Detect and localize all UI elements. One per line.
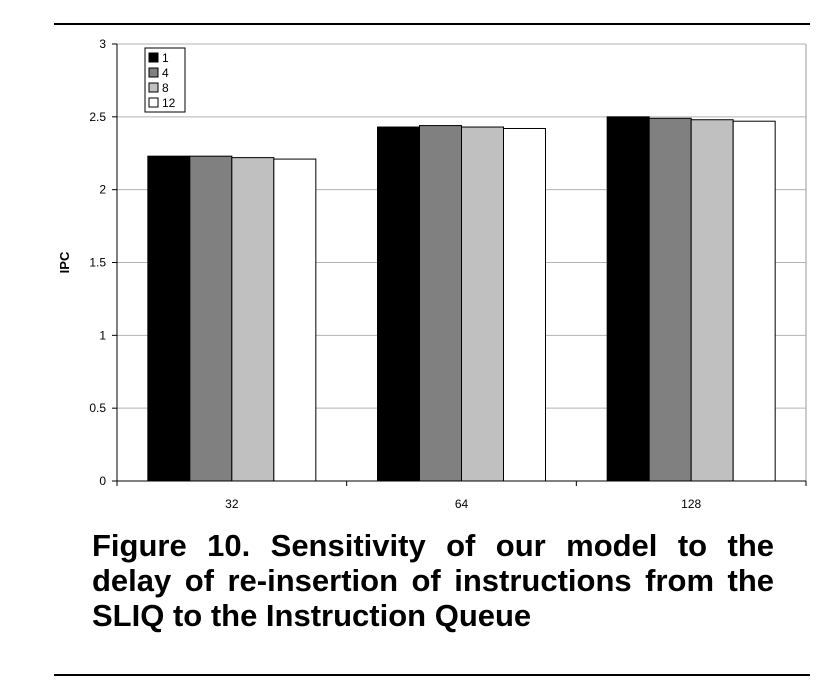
bar [231, 157, 275, 482]
x-tick-label: 32 [225, 497, 239, 511]
y-tick-label: 3 [99, 37, 106, 51]
axes: 0 0.5 1 1.5 2 2.5 3 IPC 32 64 128 [57, 37, 807, 511]
bar [503, 127, 546, 482]
bottom-rule [54, 674, 810, 676]
bar [690, 119, 734, 482]
bar [377, 126, 420, 482]
y-tick-label: 1.5 [89, 256, 106, 270]
x-tick-label: 64 [455, 497, 469, 511]
legend-label: 1 [162, 51, 169, 65]
x-tick-label: 128 [681, 497, 701, 511]
bar [189, 155, 233, 482]
top-rule [54, 23, 810, 25]
bar [147, 155, 191, 482]
legend-swatch [148, 97, 159, 108]
y-tick-label: 2 [99, 183, 106, 197]
bars [147, 116, 776, 482]
bar [419, 125, 462, 482]
figure-caption: Figure 10. Sensitivity of our model to t… [92, 528, 774, 633]
legend-label: 12 [162, 96, 176, 110]
legend-label: 4 [162, 66, 169, 80]
legend-swatch [148, 52, 159, 63]
bar [461, 126, 504, 482]
y-tick-label: 1 [99, 328, 106, 342]
y-tick-label: 0.5 [89, 401, 106, 415]
bar [732, 120, 776, 482]
bar [273, 158, 317, 482]
y-tick-label: 0 [99, 474, 106, 488]
legend-label: 8 [162, 81, 169, 95]
bar [648, 117, 692, 482]
bar [606, 116, 650, 482]
legend-swatch [148, 82, 159, 93]
legend-swatch [148, 67, 159, 78]
y-tick-label: 2.5 [89, 110, 106, 124]
y-axis-label: IPC [57, 251, 72, 273]
